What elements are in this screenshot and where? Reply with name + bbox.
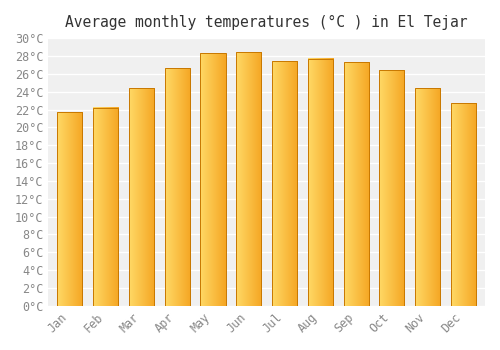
Bar [200,53,226,306]
Title: Average monthly temperatures (°C ) in El Tejar: Average monthly temperatures (°C ) in El… [66,15,468,30]
Bar [451,103,476,306]
Bar [308,59,333,306]
Bar [272,61,297,306]
Bar [129,88,154,306]
Bar [164,69,190,306]
Bar [380,70,404,306]
Bar [58,112,82,306]
Bar [236,52,262,306]
Bar [93,108,118,306]
Bar [344,62,368,306]
Bar [415,88,440,306]
